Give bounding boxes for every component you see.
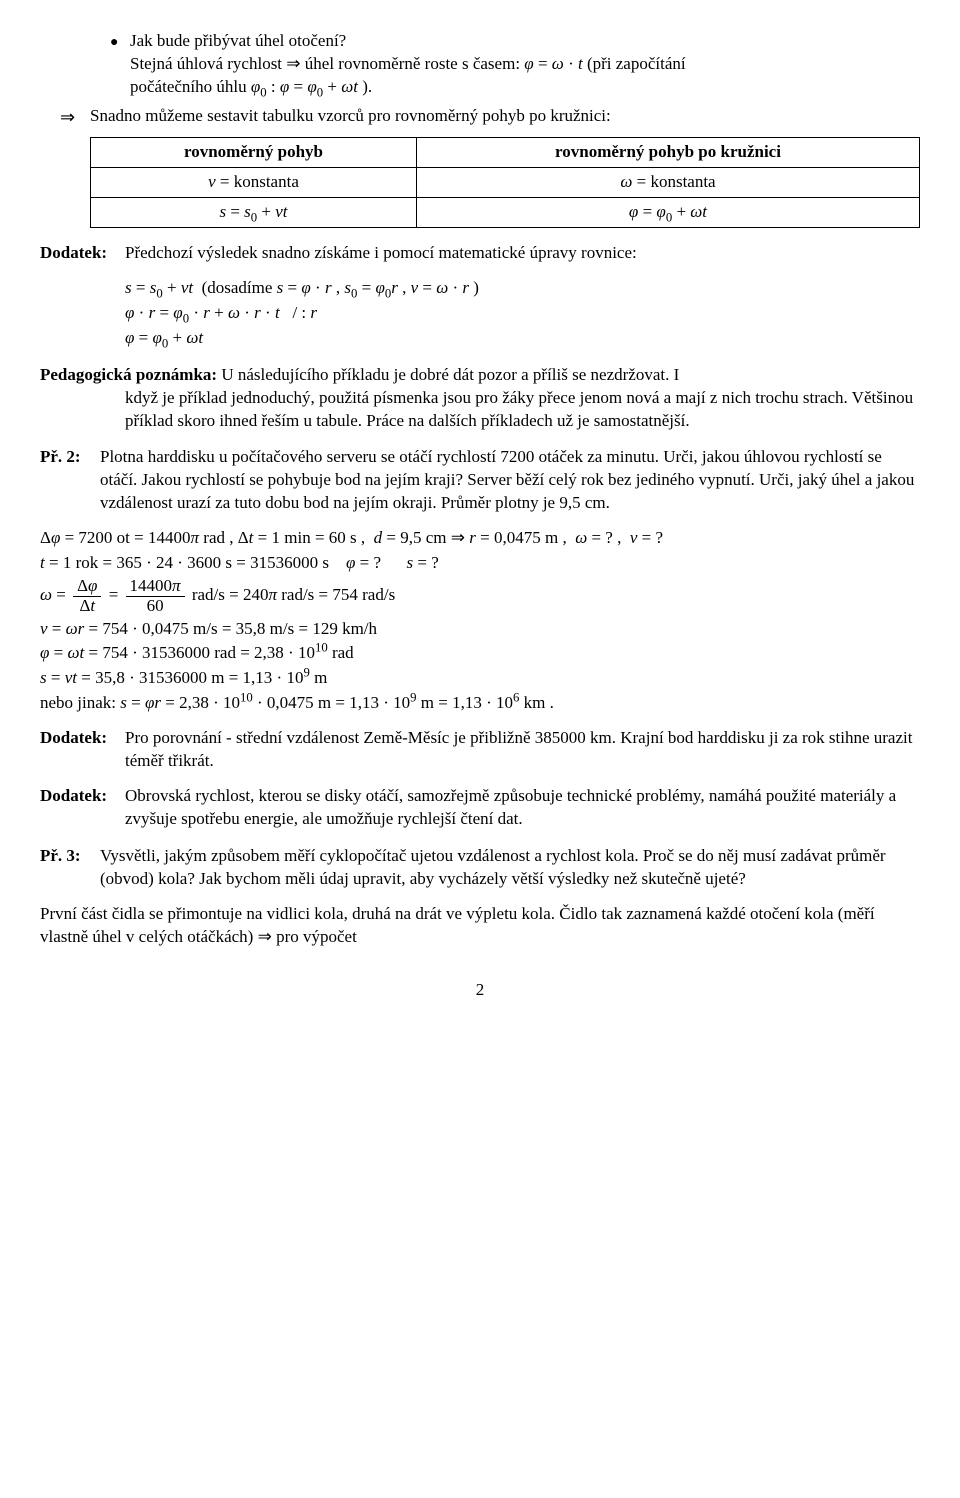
example-2: Př. 2: Plotna harddisku u počítačového s…	[40, 446, 920, 515]
table-cell: ω = konstanta	[416, 168, 919, 198]
calc-line: nebo jinak: s = φr = 2,38 · 1010 · 0,047…	[40, 692, 920, 715]
calc-line: Δφ = 7200 ot = 14400π rad , Δt = 1 min =…	[40, 527, 920, 550]
table-cell: v = konstanta	[91, 168, 417, 198]
table-cell: s = s0 + vt	[91, 197, 417, 227]
equation-line: φ · r = φ0 · r + ω · r · t / : r	[125, 302, 920, 325]
dodatek-label: Dodatek:	[40, 242, 125, 265]
calc-line: v = ωr = 754 · 0,0475 m/s = 35,8 m/s = 1…	[40, 618, 920, 641]
dodatek-body: Pro porovnání - střední vzdálenost Země-…	[125, 727, 920, 773]
dodatek-label: Dodatek:	[40, 785, 125, 831]
table-cell: φ = φ0 + ωt	[416, 197, 919, 227]
calc-line: φ = ωt = 754 · 31536000 rad = 2,38 · 101…	[40, 642, 920, 665]
pedag-label: Pedagogická poznámka:	[40, 365, 221, 384]
tail-paragraph: První část čidla se přimontuje na vidlic…	[40, 903, 920, 949]
example-body: Vysvětli, jakým způsobem měří cyklopočít…	[100, 845, 920, 891]
equation-line: s = s0 + vt (dosadíme s = φ · r , s0 = φ…	[125, 277, 920, 300]
pedag-text: U následujícího příkladu je dobré dát po…	[221, 365, 679, 384]
table-header-1: rovnoměrný pohyb	[91, 138, 417, 168]
example-label: Př. 2:	[40, 446, 100, 515]
bullet-question: Jak bude přibývat úhel otočení?	[130, 30, 920, 53]
bullet-answer-line1: Stejná úhlová rychlost ⇒ úhel rovnoměrně…	[130, 53, 920, 76]
dodatek-label: Dodatek:	[40, 727, 125, 773]
example-3: Př. 3: Vysvětli, jakým způsobem měří cyk…	[40, 845, 920, 891]
page-number: 2	[40, 979, 920, 1002]
bullet-item: ● Jak bude přibývat úhel otočení? Stejná…	[110, 30, 920, 99]
formula-table: rovnoměrný pohyb rovnoměrný pohyb po kru…	[90, 137, 920, 228]
pedag-text-cont: když je příklad jednoduchý, použitá písm…	[125, 387, 920, 433]
table-header-2: rovnoměrný pohyb po kružnici	[416, 138, 919, 168]
dodatek-1: Dodatek: Předchozí výsledek snadno získá…	[40, 242, 920, 265]
intro-arrow-block: ⇒ Snadno můžeme sestavit tabulku vzorců …	[60, 105, 920, 129]
bullet-icon: ●	[110, 30, 130, 53]
intro-text: Snadno můžeme sestavit tabulku vzorců pr…	[90, 105, 920, 128]
dodatek-body: Předchozí výsledek snadno získáme i pomo…	[125, 242, 920, 265]
equation-line: φ = φ0 + ωt	[125, 327, 920, 350]
bullet-answer-line2: počátečního úhlu φ0 : φ = φ0 + ωt ).	[130, 76, 920, 99]
dodatek-3: Dodatek: Obrovská rychlost, kterou se di…	[40, 785, 920, 831]
calc-line: s = vt = 35,8 · 31536000 m = 1,13 · 109 …	[40, 667, 920, 690]
calc-line-fraction: ω = ΔφΔt = 14400π60 rad/s = 240π rad/s =…	[40, 577, 920, 615]
dodatek-2: Dodatek: Pro porovnání - střední vzdálen…	[40, 727, 920, 773]
dodatek-body: Obrovská rychlost, kterou se disky otáčí…	[125, 785, 920, 831]
example-body: Plotna harddisku u počítačového serveru …	[100, 446, 920, 515]
pedagogical-note: Pedagogická poznámka: U následujícího př…	[40, 364, 920, 433]
calc-line: t = 1 rok = 365 · 24 · 3600 s = 31536000…	[40, 552, 920, 575]
arrow-icon: ⇒	[60, 105, 90, 129]
example-label: Př. 3:	[40, 845, 100, 891]
